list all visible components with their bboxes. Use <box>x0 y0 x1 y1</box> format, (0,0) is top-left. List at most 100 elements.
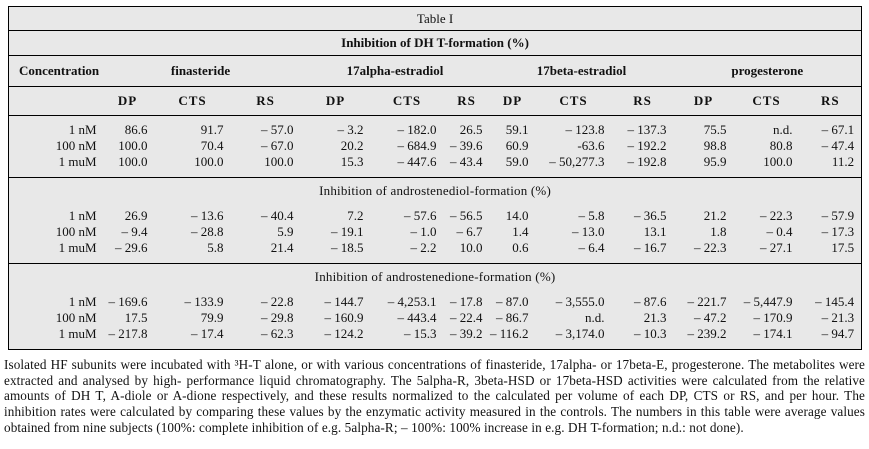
value-cell: 14.0 <box>505 208 529 223</box>
value-cell: – 47.2 <box>694 310 727 325</box>
concentration-cell: 1 nM <box>68 122 97 137</box>
value-cell: 10.0 <box>459 240 483 255</box>
value-cell: – 6.4 <box>578 240 605 255</box>
main-header: Inhibition of DH T-formation (%) <box>8 30 862 56</box>
value-cell: – 43.4 <box>450 154 483 169</box>
value-cell: – 1.0 <box>410 224 437 239</box>
value-cell: 95.9 <box>703 154 727 169</box>
value-cell: 11.2 <box>831 154 855 169</box>
value-cell: – 21.3 <box>821 310 855 325</box>
value-cell: – 124.2 <box>324 326 364 341</box>
value-cell: – 443.4 <box>397 310 437 325</box>
value-cell: – 86.7 <box>496 310 529 325</box>
subcol-header-cts: CTS <box>154 86 231 116</box>
data-row: 1 nM 26.9 – 13.6 – 40.4 7.2 – 57.6 – 56.5 14.0 –… <box>9 208 862 224</box>
concentration-cell: 1 muM <box>58 154 97 169</box>
subcol-header-dp: DP <box>300 86 371 116</box>
data-row: 100 nM 17.5 79.9 – 29.8 – 160.9 – 443.4 – 22.4… <box>9 310 862 326</box>
value-cell: 21.4 <box>270 240 294 255</box>
section-header: Inhibition of androstenediol-formation (… <box>319 183 551 198</box>
value-cell: – 123.8 <box>565 122 605 137</box>
value-cell: -63.6 <box>577 138 605 153</box>
concentration-cell: 1 nM <box>68 294 97 309</box>
value-cell: 70.4 <box>200 138 224 153</box>
col-header-17alpha-estradiol: 17alpha-estradiol <box>300 55 490 87</box>
subcol-header-cts: CTS <box>535 86 612 116</box>
drug-header-row: Concentration finasteride 17alpha-estrad… <box>8 55 862 87</box>
section-header-row: Inhibition of androstenediol-formation (… <box>9 178 862 209</box>
value-cell: – 217.8 <box>108 326 148 341</box>
concentration-cell: 1 nM <box>68 208 97 223</box>
section-0: 1 nM 86.6 91.7 – 57.0 – 3.2 – 182.0 26.5 59.1 – … <box>8 116 862 178</box>
value-cell: – 87.0 <box>496 294 529 309</box>
section-header: Inhibition of androstenedione-formation … <box>314 269 556 284</box>
value-cell: – 47.4 <box>821 138 855 153</box>
value-cell: 75.5 <box>703 122 727 137</box>
subcol-header-cts: CTS <box>733 86 800 116</box>
value-cell: – 145.4 <box>815 294 855 309</box>
value-cell: 59.0 <box>505 154 529 169</box>
subcol-header-dp: DP <box>100 86 155 116</box>
col-header-finasteride: finasteride <box>100 55 301 87</box>
value-cell: – 5.8 <box>578 208 605 223</box>
value-cell: 26.9 <box>124 208 148 223</box>
value-cell: – 447.6 <box>397 154 437 169</box>
value-cell: – 17.3 <box>821 224 855 239</box>
table-title: Table I <box>8 6 862 31</box>
data-row: 1 muM – 29.6 5.8 21.4 – 18.5 – 2.2 10.0 0.6 – 6.… <box>9 240 862 264</box>
value-cell: – 36.5 <box>634 208 667 223</box>
subcol-header-rs: RS <box>611 86 674 116</box>
value-cell: 100.0 <box>264 154 294 169</box>
value-cell: 100.0 <box>194 154 224 169</box>
value-cell: – 13.0 <box>572 224 605 239</box>
value-cell: – 29.6 <box>115 240 148 255</box>
value-cell: – 3.2 <box>337 122 364 137</box>
data-row: 1 muM 100.0 100.0 100.0 15.3 – 447.6 – 43.4 59.… <box>9 154 862 178</box>
value-cell: – 174.1 <box>753 326 793 341</box>
subcol-header-dp: DP <box>489 86 536 116</box>
value-cell: – 17.8 <box>450 294 483 309</box>
value-cell: – 29.8 <box>261 310 294 325</box>
value-cell: – 22.4 <box>450 310 483 325</box>
value-cell: 98.8 <box>703 138 727 153</box>
value-cell: 5.9 <box>277 224 294 239</box>
value-cell: n.d. <box>585 310 605 325</box>
concentration-cell: 1 muM <box>58 326 97 341</box>
value-cell: – 22.3 <box>760 208 793 223</box>
data-row: 1 nM 86.6 91.7 – 57.0 – 3.2 – 182.0 26.5 59.1 – … <box>9 116 862 139</box>
value-cell: – 3,174.0 <box>555 326 605 341</box>
value-cell: – 50,277.3 <box>549 154 605 169</box>
concentration-cell: 100 nM <box>55 224 97 239</box>
value-cell: – 57.0 <box>261 122 294 137</box>
value-cell: – 15.3 <box>404 326 437 341</box>
main-header-row: Inhibition of DH T-formation (%) <box>8 30 862 56</box>
value-cell: – 5,447.9 <box>743 294 793 309</box>
value-cell: – 57.9 <box>821 208 855 223</box>
subcol-header-rs: RS <box>799 86 862 116</box>
value-cell: – 40.4 <box>261 208 294 223</box>
value-cell: 86.6 <box>124 122 148 137</box>
value-cell: – 144.7 <box>324 294 364 309</box>
value-cell: – 22.8 <box>261 294 294 309</box>
concentration-cell: 100 nM <box>55 138 97 153</box>
value-cell: – 0.4 <box>766 224 793 239</box>
section-header-row: Inhibition of androstenedione-formation … <box>9 264 862 295</box>
value-cell: – 19.1 <box>331 224 364 239</box>
table-title-row: Table I <box>8 6 862 31</box>
value-cell: – 17.4 <box>191 326 224 341</box>
value-cell: – 10.3 <box>634 326 667 341</box>
value-cell: 60.9 <box>505 138 529 153</box>
value-cell: – 56.5 <box>450 208 483 223</box>
value-cell: 21.3 <box>643 310 667 325</box>
value-cell: – 94.7 <box>821 326 855 341</box>
value-cell: 100.0 <box>763 154 793 169</box>
data-row: 1 nM – 169.6 – 133.9 – 22.8 – 144.7 – 4,253.1… <box>9 294 862 310</box>
value-cell: – 684.9 <box>397 138 437 153</box>
value-cell: – 182.0 <box>397 122 437 137</box>
value-cell: – 22.3 <box>694 240 727 255</box>
value-cell: – 39.6 <box>450 138 483 153</box>
value-cell: – 9.4 <box>121 224 148 239</box>
value-cell: 0.6 <box>512 240 529 255</box>
value-cell: – 67.0 <box>261 138 294 153</box>
value-cell: 13.1 <box>643 224 667 239</box>
